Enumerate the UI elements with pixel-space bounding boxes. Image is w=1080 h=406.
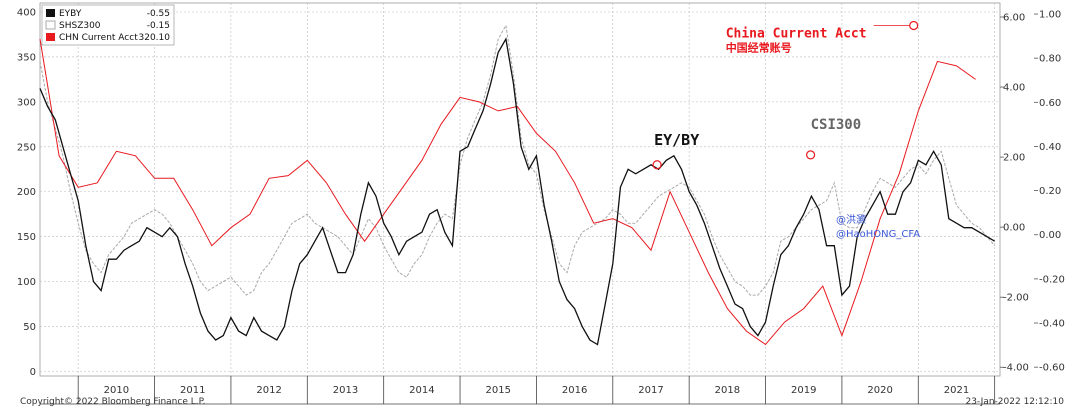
timestamp: 23-Jan-2022 12:12:10	[965, 397, 1064, 406]
y-left-tick: 400	[17, 7, 36, 18]
eyby-marker	[652, 160, 662, 170]
y-left-tick: 50	[23, 322, 36, 333]
watermark-line-1: @洪灏	[836, 214, 866, 226]
right-axis-a: -4.00 -2.00 0.00 2.00 4.00 6.00	[1000, 13, 1029, 374]
y-left-tick: 0	[30, 367, 36, 378]
x-tick-label: 2019	[791, 385, 816, 396]
legend-value-current-acct: 320.10	[139, 33, 171, 43]
y-right-a-tick: 0.00	[1003, 223, 1025, 234]
y-right-b-tick: 0.00	[1039, 230, 1061, 241]
eyby-annotation: EY/BY	[654, 131, 699, 149]
y-right-b-tick: 0.40	[1039, 142, 1061, 153]
y-right-b-tick: 0.80	[1039, 54, 1061, 65]
y-right-b-tick: 1.00	[1039, 10, 1061, 21]
current-acct-annotation: China Current Acct	[726, 26, 867, 41]
x-axis: 2010 2011 2012 2013 2014 2015 2016 2017 2018 2019…	[40, 376, 1000, 405]
y-right-a-tick: 6.00	[1003, 13, 1025, 24]
series-eyby	[39, 37, 996, 346]
y-left-tick: 200	[17, 187, 36, 198]
y-right-b-tick: 0.60	[1039, 98, 1061, 109]
csi300-annotation: CSI300	[811, 117, 862, 133]
plot-area	[39, 2, 1001, 377]
x-tick-label: 2010	[104, 385, 129, 396]
legend-swatch-current-acct	[46, 33, 55, 41]
y-right-b-tick: -0.40	[1039, 319, 1065, 330]
y-left-tick: 150	[17, 232, 36, 243]
y-right-b-tick: -0.20	[1039, 274, 1065, 285]
legend-label-eyby: EYBY	[59, 9, 82, 19]
watermark-line-2: @HaoHONG_CFA	[836, 229, 920, 240]
y-right-a-tick: 2.00	[1003, 153, 1025, 164]
y-right-b-tick: -0.60	[1039, 363, 1065, 374]
legend-value-eyby: -0.55	[147, 9, 170, 19]
current-acct-annotation-cn: 中国经常账号	[726, 40, 792, 54]
x-tick-label: 2013	[333, 385, 358, 396]
legend-value-shsz300: -0.15	[147, 21, 170, 31]
x-tick-label: 2012	[256, 385, 281, 396]
y-left-tick: 300	[17, 97, 36, 108]
x-tick-label: 2015	[486, 385, 511, 396]
series-chn-current-acct	[39, 38, 976, 346]
right-axis-b: -0.60 -0.40 -0.20 0.00 0.20 0.40 0.60 0.80 1.00	[1034, 10, 1065, 374]
x-tick-label: 2020	[867, 385, 892, 396]
x-tick-label: 2014	[409, 385, 434, 396]
copyright: Copyright© 2022 Bloomberg Finance L.P.	[20, 397, 205, 406]
series-layer	[39, 24, 996, 346]
legend-label-shsz300: SHSZ300	[59, 21, 101, 31]
y-right-a-tick: -2.00	[1003, 293, 1029, 304]
csi300-marker	[805, 150, 816, 160]
x-tick-label: 2016	[562, 385, 587, 396]
x-tick-label: 2018	[715, 385, 740, 396]
legend-box	[41, 4, 175, 46]
legend-swatch-eyby	[46, 9, 55, 17]
annotations: EY/BY CSI300 China Current Acct 中国经常账号	[652, 20, 919, 170]
y-left-tick: 100	[17, 277, 36, 288]
y-right-a-tick: -4.00	[1003, 363, 1029, 374]
y-right-a-tick: 4.00	[1003, 83, 1025, 94]
x-tick-label: 2011	[180, 385, 205, 396]
x-tick-label: 2021	[944, 385, 969, 396]
left-axis: 0 50 100 150 200 250 300 350 400	[17, 7, 36, 378]
y-left-tick: 350	[17, 52, 36, 63]
y-right-b-tick: 0.20	[1039, 186, 1061, 197]
legend: EYBY -0.55 SHSZ300 -0.15 CHN Current Acc…	[41, 4, 175, 46]
legend-swatch-shsz300	[45, 20, 56, 30]
legend-label-current-acct: CHN Current Acct	[59, 33, 138, 43]
y-left-tick: 250	[17, 142, 36, 153]
x-tick-label: 2017	[638, 385, 663, 396]
